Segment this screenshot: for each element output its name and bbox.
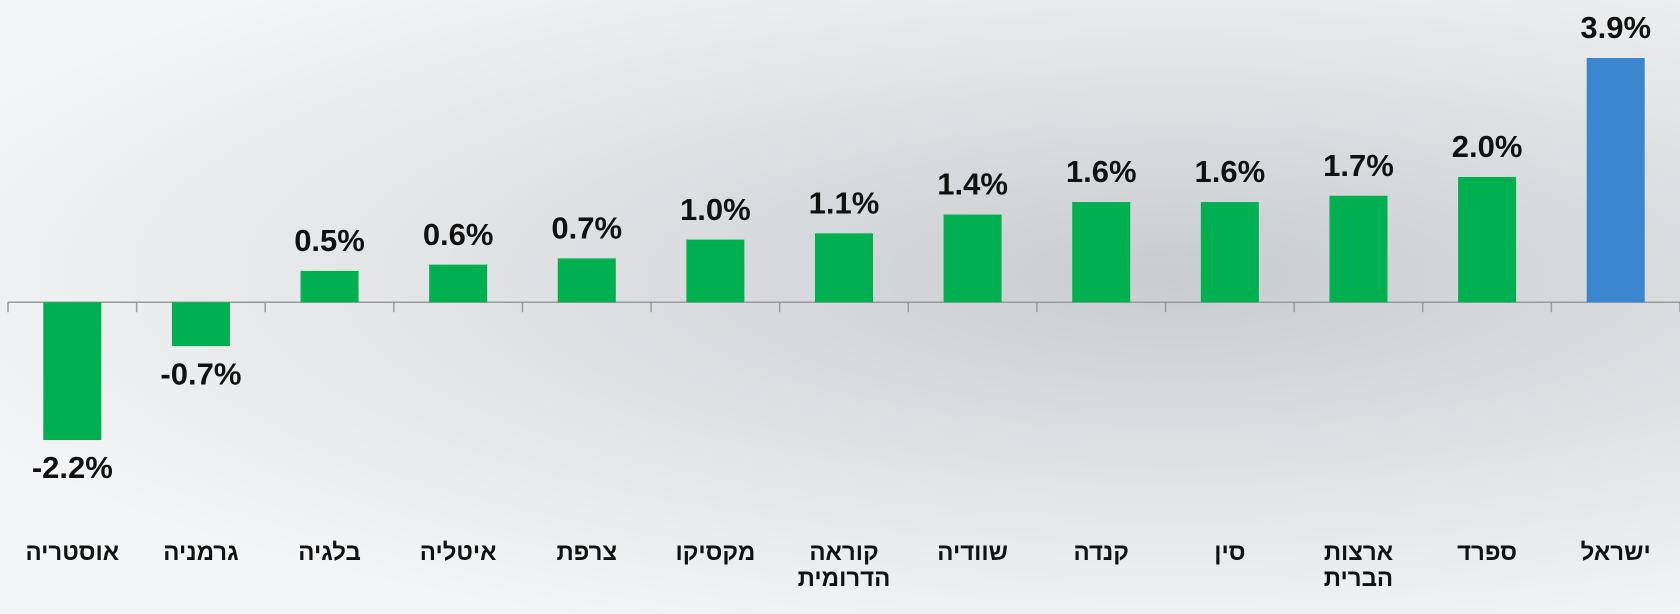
value-label: 1.1% <box>809 186 880 221</box>
value-label: 1.6% <box>1066 154 1137 189</box>
x-tick-label: מקסיקו <box>675 539 756 566</box>
value-label: 0.7% <box>551 211 622 246</box>
bar <box>1072 202 1131 303</box>
x-tick-label: ספרד <box>1457 539 1518 566</box>
value-label: 0.6% <box>423 217 494 252</box>
value-label: 1.0% <box>680 192 751 227</box>
value-label: 1.7% <box>1323 148 1394 183</box>
bar <box>1586 58 1645 303</box>
value-label: 0.5% <box>294 223 365 258</box>
x-tick-label: צרפת <box>556 539 618 566</box>
bar <box>557 258 616 303</box>
value-label: 1.6% <box>1195 154 1266 189</box>
bar <box>943 214 1002 303</box>
bar <box>43 302 102 440</box>
bar <box>1458 176 1517 303</box>
x-tick-label: קוראה הדרומית <box>797 539 891 592</box>
bar <box>1329 195 1388 303</box>
bar <box>171 302 230 347</box>
bar <box>686 239 745 303</box>
x-tick-label: קנדה <box>1073 539 1129 566</box>
x-tick-label: סין <box>1214 539 1246 566</box>
bar <box>300 270 359 303</box>
value-label: -0.7% <box>160 356 241 391</box>
value-label: -2.2% <box>32 450 113 485</box>
bar <box>815 233 873 303</box>
x-tick-label: ארצות הברית <box>1323 539 1394 592</box>
x-tick-label: איטליה <box>419 539 497 566</box>
x-tick-label: גרמניה <box>163 539 239 566</box>
value-label: 3.9% <box>1580 10 1651 45</box>
x-tick-label: אוסטריה <box>25 539 120 566</box>
x-tick-label: בלגיה <box>298 539 361 566</box>
x-tick-label: שוודיה <box>937 539 1008 566</box>
x-tick-label: ישראל <box>1580 539 1651 566</box>
value-label: 2.0% <box>1452 129 1523 164</box>
bar <box>1200 202 1259 303</box>
bar <box>429 264 488 303</box>
value-label: 1.4% <box>937 167 1008 202</box>
